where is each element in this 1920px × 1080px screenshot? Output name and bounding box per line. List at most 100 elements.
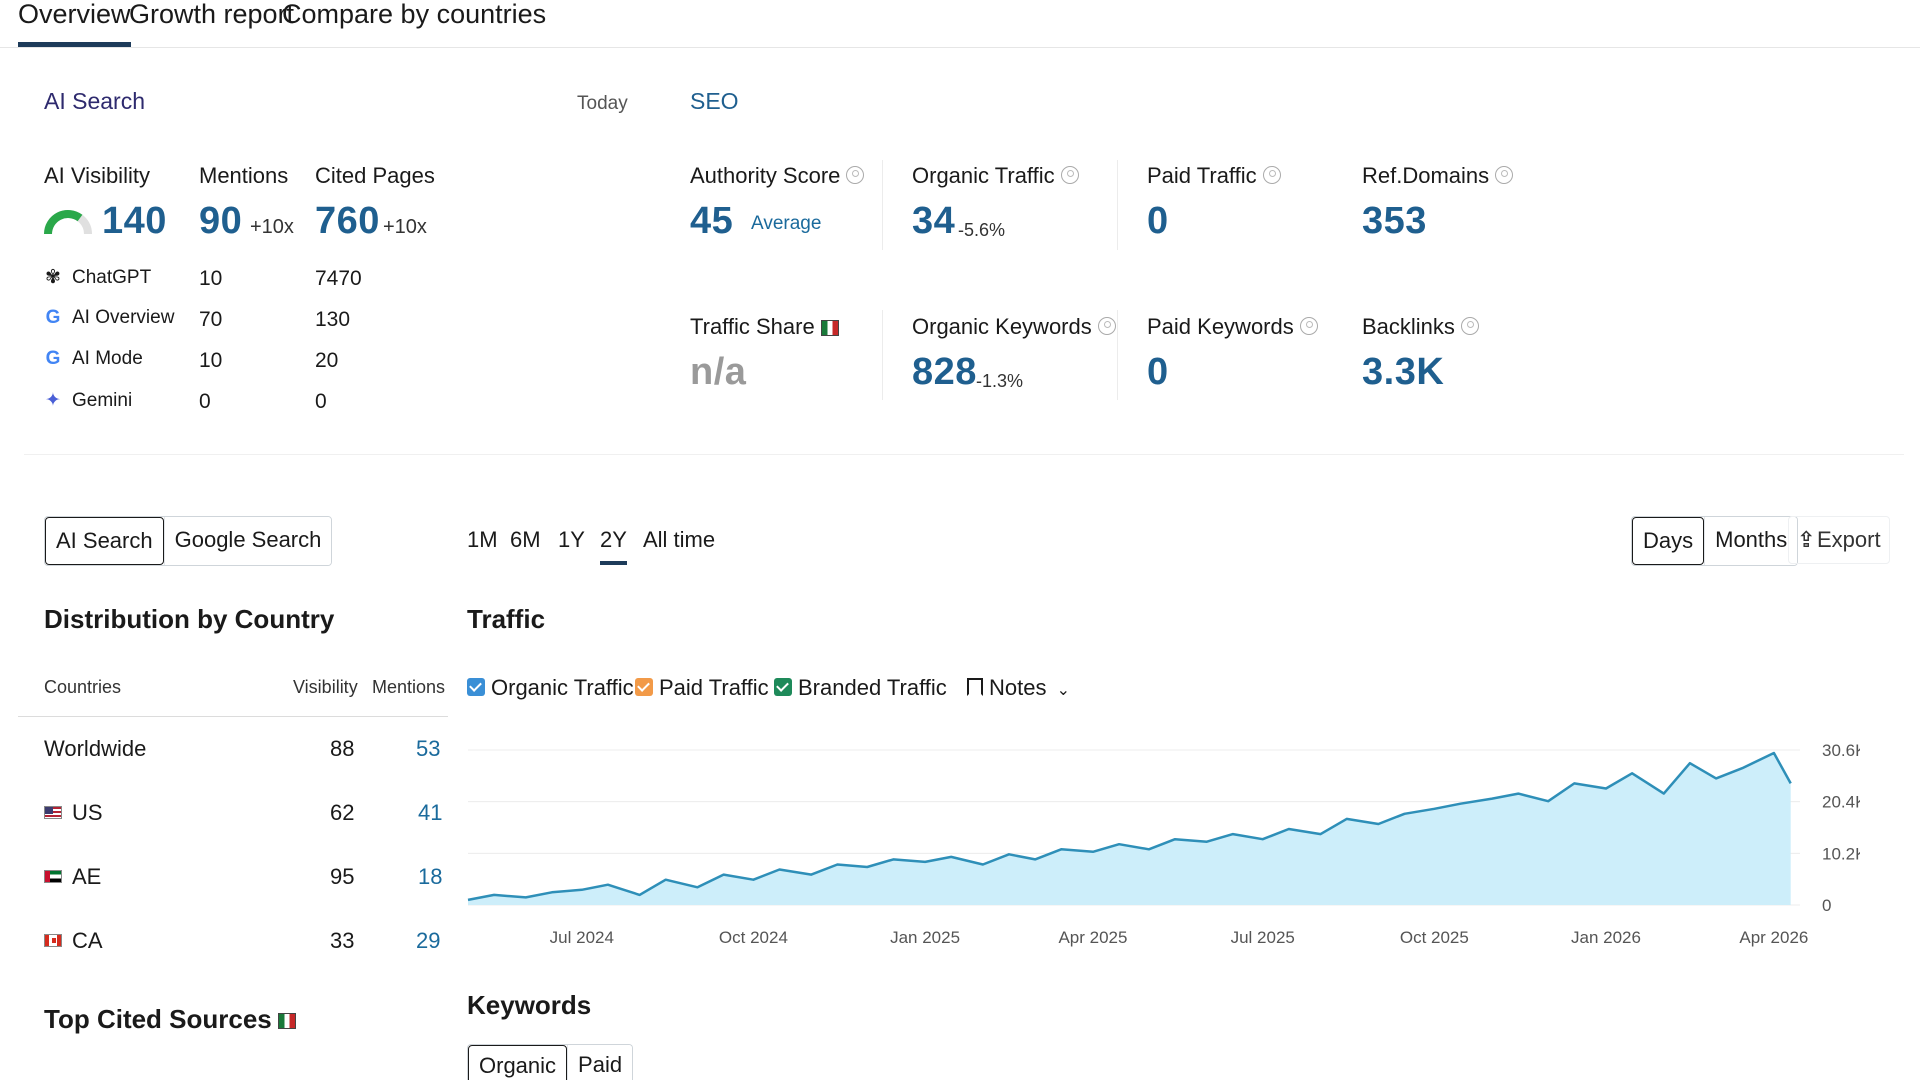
table-row[interactable]: Worldwide 88 53 (44, 736, 444, 776)
tab-compare-by-countries[interactable]: Compare by countries (282, 0, 547, 29)
traffic-share-value: n/a (690, 351, 747, 393)
paid-keywords-value[interactable]: 0 (1147, 351, 1169, 393)
x-tick-label: Jan 2026 (1571, 928, 1641, 947)
table-row[interactable]: AE 95 18 (44, 864, 444, 904)
traffic-share-label: Traffic Share (690, 314, 839, 340)
traffic-title: Traffic (467, 604, 546, 634)
google-icon: G (45, 348, 61, 369)
country-visibility: 62 (330, 800, 355, 825)
google-icon: G (45, 307, 61, 328)
country-mentions[interactable]: 53 (416, 736, 441, 761)
table-divider (18, 716, 448, 717)
info-icon[interactable] (1097, 317, 1116, 336)
country-name: Worldwide (44, 736, 147, 761)
distribution-title: Distribution by Country (44, 604, 335, 634)
source-toggle: AI Search Google Search (44, 516, 333, 566)
tab-growth-report[interactable]: Growth report (129, 0, 295, 29)
checkbox-icon (635, 678, 653, 697)
ref-domains-value[interactable]: 353 (1362, 200, 1427, 242)
ae-flag-icon (44, 869, 62, 883)
ai-row-cited: 7470 (315, 267, 362, 290)
us-flag-icon (44, 805, 62, 819)
granularity-days[interactable]: Days (1632, 517, 1705, 565)
organic-keywords-value[interactable]: 828 (912, 351, 977, 393)
backlinks-label: Backlinks (1362, 314, 1479, 340)
ai-row-cited: 0 (315, 390, 327, 413)
table-row[interactable]: US 62 41 (44, 800, 444, 840)
ai-row-mentions: 10 (199, 267, 223, 290)
col-countries: Countries (44, 677, 122, 697)
x-tick-label: Oct 2025 (1400, 928, 1469, 947)
country-name: US (44, 800, 103, 826)
info-icon[interactable] (1299, 317, 1318, 336)
info-icon[interactable] (1060, 166, 1079, 185)
organic-traffic-value[interactable]: 34 (912, 200, 956, 242)
export-button[interactable]: ⇪Export (1788, 516, 1890, 564)
keywords-tab-organic[interactable]: Organic (468, 1045, 568, 1080)
x-tick-label: Jan 2025 (890, 928, 960, 947)
organic-keywords-delta: -1.3% (976, 371, 1024, 391)
traffic-chart[interactable]: 0 10.2K 20.4K 30.6K Jul 2024 Oct 2024 Jan 2025… (460, 730, 1860, 950)
range-all-time[interactable]: All time (643, 527, 716, 552)
chevron-down-icon: ⌄ (1056, 682, 1071, 699)
ai-row-gemini: ✦ Gemini (42, 389, 132, 412)
country-mentions[interactable]: 41 (418, 800, 443, 825)
authority-score-note: Average (751, 213, 822, 234)
range-1m[interactable]: 1M (467, 527, 498, 552)
x-tick-label: Apr 2025 (1058, 928, 1127, 947)
info-icon[interactable] (846, 166, 865, 185)
col-visibility: Visibility (293, 677, 358, 697)
x-tick-label: Jul 2024 (550, 928, 614, 947)
keywords-title: Keywords (467, 990, 592, 1020)
seo-heading: SEO (690, 88, 739, 114)
mentions-delta: +10x (250, 216, 294, 238)
range-6m[interactable]: 6M (510, 527, 541, 552)
info-icon[interactable] (1495, 166, 1514, 185)
country-mentions[interactable]: 29 (416, 928, 441, 953)
ai-row-cited: 130 (315, 308, 351, 331)
paid-keywords-label: Paid Keywords (1147, 314, 1318, 340)
keywords-tab-paid[interactable]: Paid (567, 1045, 633, 1080)
granularity-toggle: Days Months (1631, 516, 1799, 566)
y-tick-label: 0 (1822, 896, 1831, 915)
top-cited-sources-title: Top Cited Sources (44, 1004, 296, 1035)
tab-overview[interactable]: Overview (18, 0, 131, 47)
paid-traffic-value[interactable]: 0 (1147, 200, 1169, 242)
ai-row-ai-overview: G AI Overview (42, 307, 175, 329)
info-icon[interactable] (1262, 166, 1281, 185)
ai-search-heading: AI Search (44, 88, 145, 114)
country-mentions[interactable]: 18 (418, 864, 443, 889)
source-ai-search[interactable]: AI Search (45, 517, 164, 565)
ai-row-cited: 20 (315, 349, 339, 372)
top-tabs: Overview Growth report Compare by countr… (0, 0, 1920, 48)
x-tick-label: Apr 2026 (1739, 928, 1808, 947)
keywords-tabs: Organic Paid (467, 1044, 634, 1080)
ai-row-chatgpt: ✾ ChatGPT (42, 266, 151, 289)
italy-flag-icon (820, 320, 839, 337)
source-google-search[interactable]: Google Search (163, 517, 332, 565)
legend-branded-traffic[interactable]: Branded Traffic (774, 675, 947, 701)
table-row[interactable]: CA 33 29 (44, 928, 444, 968)
organic-traffic-delta: -5.6% (958, 220, 1006, 240)
info-icon[interactable] (1460, 317, 1479, 336)
cited-pages-delta: +10x (383, 216, 427, 238)
legend-organic-traffic[interactable]: Organic Traffic (467, 675, 634, 701)
chatgpt-icon: ✾ (45, 267, 61, 288)
country-name: AE (44, 864, 101, 890)
checkbox-icon (774, 678, 792, 697)
backlinks-value[interactable]: 3.3K (1362, 351, 1445, 393)
mentions-label: Mentions (199, 163, 289, 188)
legend-paid-traffic[interactable]: Paid Traffic (635, 675, 769, 701)
range-1y[interactable]: 1Y (558, 527, 585, 552)
ai-row-mentions: 0 (199, 390, 211, 413)
range-2y[interactable]: 2Y (600, 527, 627, 565)
granularity-months[interactable]: Months (1704, 517, 1798, 565)
ref-domains-label: Ref.Domains (1362, 163, 1514, 189)
cited-pages-value: 760 (315, 200, 380, 242)
y-tick-label: 10.2K (1822, 844, 1860, 863)
paid-traffic-label: Paid Traffic (1147, 163, 1281, 189)
country-name: CA (44, 928, 103, 954)
upload-icon: ⇪ (1797, 527, 1816, 552)
x-tick-label: Oct 2024 (719, 928, 788, 947)
notes-dropdown[interactable]: Notes ⌄ (967, 675, 1070, 701)
